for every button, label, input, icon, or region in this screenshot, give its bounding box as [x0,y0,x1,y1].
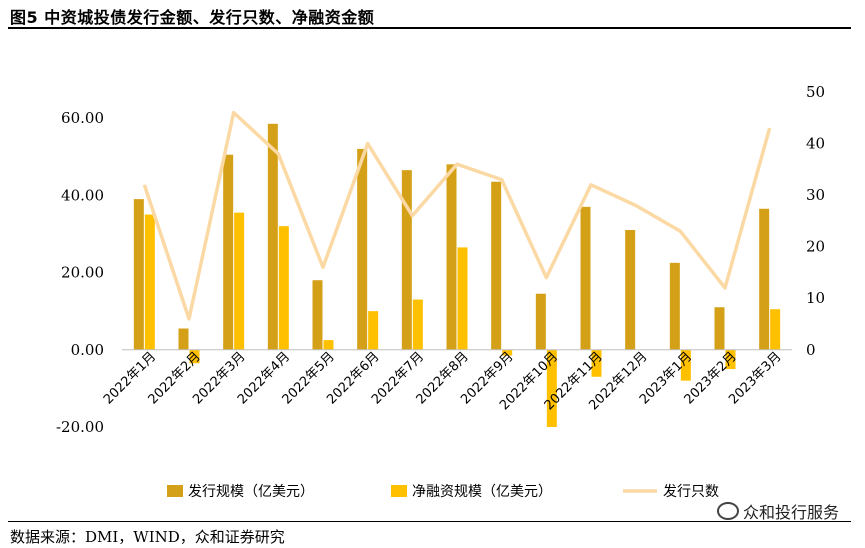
net-financing-bar [770,309,781,350]
right-axis-tick: 40 [806,135,825,153]
net-financing-bar [546,349,557,427]
net-financing-bar [234,212,245,350]
issuance-bar [133,199,144,350]
net-financing-bar [323,340,334,350]
left-axis-tick: 60.00 [61,109,104,127]
issuance-bar [535,293,546,350]
legend-label-issue-count: 发行只数 [663,484,719,500]
right-axis-tick: 0 [806,341,816,359]
issuance-bar [312,280,323,350]
issuance-bar [580,206,591,350]
issuance-bar [267,123,278,350]
legend-label-issuance: 发行规模（亿美元） [188,484,314,500]
net-financing-bar [725,349,736,370]
right-axis-tick: 50 [806,83,825,101]
net-financing-bar [502,349,513,356]
issuance-bar [446,164,457,350]
watermark: 众和投行服务 [716,499,839,523]
right-axis-tick: 10 [806,289,825,307]
watermark-text: 众和投行服务 [742,503,839,522]
left-axis-tick: 40.00 [61,186,104,204]
left-axis-tick: 0.00 [71,341,104,359]
issuance-bar [401,170,412,350]
net-financing-bar [278,226,289,350]
net-financing-bar [189,349,200,364]
issuance-bar [357,148,368,350]
net-financing-bar [457,247,468,350]
net-financing-bar [591,349,602,377]
net-financing-bar [368,311,379,350]
right-axis-tick: 20 [806,238,825,256]
left-axis-tick: -20.00 [56,418,104,436]
right-axis-tick: 30 [806,186,825,204]
footer-divider [8,521,851,522]
issuance-bar [759,208,770,350]
chart-title: 图5 中资城投债发行金额、发行只数、净融资金额 [10,8,375,27]
legend-swatch-net-financing [391,485,407,497]
issuance-bar [669,262,680,350]
net-financing-bar [412,299,423,350]
legend-label-net-financing: 净融资规模（亿美元） [412,484,552,500]
issuance-bar [714,307,725,350]
issue-count-line [142,110,772,321]
net-financing-bar [144,214,155,350]
source-note: 数据来源：DMI，WIND，众和证券研究 [10,528,285,546]
issuance-bar [625,230,636,350]
issuance-bar [178,328,189,350]
net-financing-bar [680,349,691,381]
title-divider [8,27,851,29]
left-axis-tick: 20.00 [61,264,104,282]
issuance-bar [223,154,234,350]
issuance-bar [491,181,502,350]
wechat-icon [716,502,739,520]
legend-swatch-issuance [167,485,183,497]
